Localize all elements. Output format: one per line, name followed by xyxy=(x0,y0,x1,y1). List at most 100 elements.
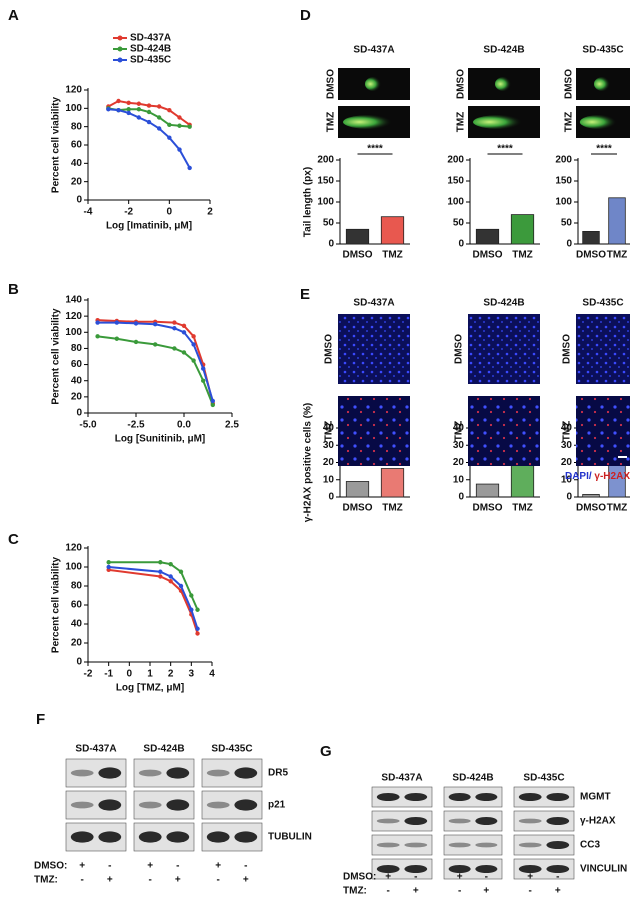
fluorescence-image xyxy=(468,314,540,384)
data-point xyxy=(168,574,173,579)
y-axis-label: Tail length (px) xyxy=(303,167,314,237)
significance-label: **** xyxy=(596,144,612,155)
y-tick-label: 60 xyxy=(71,140,83,151)
blot-panel xyxy=(371,858,433,880)
blot-protein-label: DR5 xyxy=(268,768,288,779)
data-point xyxy=(106,560,111,565)
data-point xyxy=(116,107,121,113)
bar xyxy=(380,468,405,498)
y-axis-label: γ-H2AX positive cells (%) xyxy=(303,403,314,522)
blot-panel xyxy=(443,834,503,856)
data-point xyxy=(136,115,142,120)
y-tick-label: 0 xyxy=(458,239,464,250)
x-tick-label: 3 xyxy=(189,669,195,680)
data-point xyxy=(116,98,121,104)
blot-protein-label: TUBULIN xyxy=(268,832,312,843)
comet-cell-line: SD-435C xyxy=(582,45,623,56)
x-tick-label: -4 xyxy=(84,207,93,218)
y-tick-label: 0 xyxy=(566,239,572,250)
data-point xyxy=(158,574,163,579)
comet xyxy=(594,77,612,91)
blot-panel xyxy=(513,858,575,880)
data-point xyxy=(156,115,162,120)
treatment-mark: - xyxy=(108,861,111,872)
blot-band xyxy=(475,817,498,825)
blot-protein-label: γ-H2AX xyxy=(580,816,616,827)
y-tick-label: 40 xyxy=(323,423,335,434)
y-tick-label: 200 xyxy=(447,155,464,166)
legend-marker xyxy=(117,35,123,41)
blot-panel xyxy=(513,834,575,856)
y-tick-label: 20 xyxy=(323,457,335,468)
panel-letter: C xyxy=(8,531,19,548)
data-point xyxy=(146,103,152,108)
data-point xyxy=(201,378,206,383)
x-tick-label: -2 xyxy=(124,207,133,218)
blot-band xyxy=(546,793,570,801)
y-tick-label: 0 xyxy=(566,492,572,503)
x-tick-label: DMSO xyxy=(343,250,373,261)
blot-panel xyxy=(443,858,503,880)
y-tick-label: 10 xyxy=(453,474,465,485)
y-axis-label: Percent cell viability xyxy=(51,308,62,405)
data-point xyxy=(181,350,187,355)
blot-band xyxy=(448,818,471,824)
blot-panel xyxy=(513,786,575,808)
panel-letter: B xyxy=(8,281,19,298)
y-tick-label: 20 xyxy=(71,176,83,187)
y-tick-label: 0 xyxy=(328,239,334,250)
bar xyxy=(608,197,626,245)
y-tick-label: 100 xyxy=(65,103,82,114)
comet-row-label: TMZ xyxy=(456,112,467,133)
y-tick-label: 40 xyxy=(71,158,83,169)
treatment-mark: - xyxy=(529,886,532,897)
x-tick-label: TMZ xyxy=(607,503,628,514)
fluorescence-image xyxy=(576,396,630,466)
data-point xyxy=(167,122,172,128)
data-point xyxy=(191,358,196,363)
blot-band xyxy=(70,831,94,843)
x-tick-label: 2.5 xyxy=(225,420,239,431)
y-tick-label: 10 xyxy=(561,474,573,485)
treatment-label: TMZ: xyxy=(34,875,58,886)
data-point xyxy=(177,147,182,152)
y-tick-label: 50 xyxy=(561,218,573,229)
blot-band xyxy=(448,865,471,873)
blot-band xyxy=(518,865,542,873)
series-line xyxy=(97,319,214,404)
x-tick-label: DMSO xyxy=(343,503,373,514)
data-point xyxy=(114,320,120,325)
blot-band xyxy=(376,842,400,848)
blot-band xyxy=(138,769,162,777)
data-point xyxy=(153,322,158,327)
data-point xyxy=(126,110,131,116)
blot-protein-label: CC3 xyxy=(580,840,600,851)
legend-marker xyxy=(117,46,123,52)
x-axis-label: Log [Imatinib, μM] xyxy=(106,221,192,232)
comet-cell-line: SD-424B xyxy=(483,45,524,56)
comet xyxy=(473,115,528,129)
treatment-mark: + xyxy=(555,886,561,897)
data-point xyxy=(146,109,152,115)
comet-row-label: DMSO xyxy=(326,69,337,99)
data-point xyxy=(189,593,194,598)
x-tick-label: DMSO xyxy=(576,250,606,261)
blot-panel xyxy=(443,810,503,832)
data-point xyxy=(195,607,200,612)
series-line xyxy=(108,568,199,634)
blot-panel xyxy=(371,810,433,832)
blot-band xyxy=(234,767,258,779)
y-tick-label: 20 xyxy=(561,457,573,468)
blot-cell-line: SD-424B xyxy=(452,773,493,784)
imaging-cell-line: SD-437A xyxy=(353,298,394,309)
x-tick-label: TMZ xyxy=(607,250,628,261)
blot-band xyxy=(98,799,122,811)
x-axis-label: Log [Sunitinib, μM] xyxy=(115,434,206,445)
imaging-row-label: DMSO xyxy=(324,334,335,364)
treatment-label: TMZ: xyxy=(343,886,367,897)
blot-band xyxy=(138,831,162,843)
blot-band xyxy=(475,842,498,848)
treatment-mark: + xyxy=(385,872,391,883)
treatment-mark: - xyxy=(244,861,247,872)
blot-band xyxy=(546,841,570,849)
